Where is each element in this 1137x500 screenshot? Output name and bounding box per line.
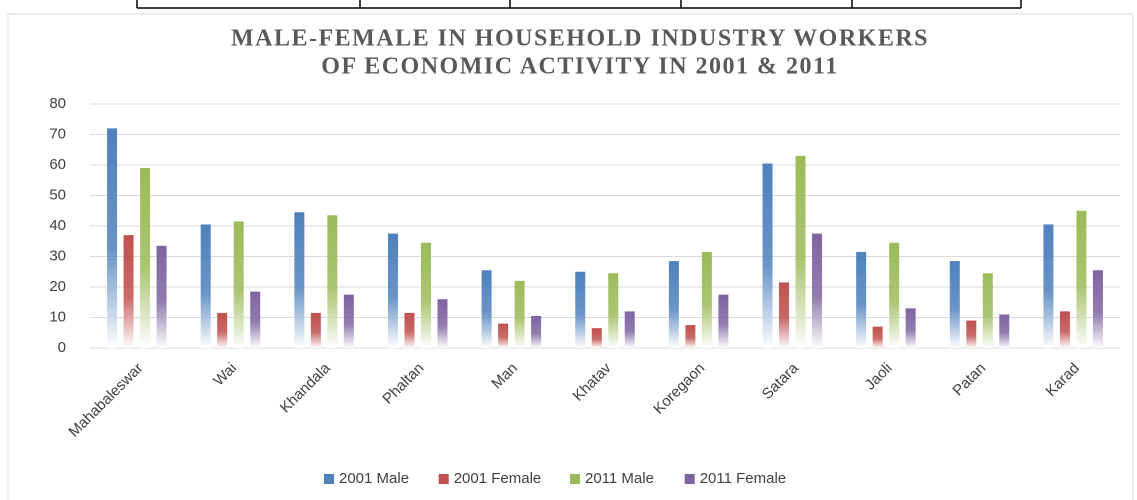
legend-label: 2001 Male [339, 470, 409, 487]
legend-swatch [684, 474, 695, 484]
legend-swatch [324, 474, 334, 484]
bar [608, 273, 619, 348]
bar [327, 215, 338, 348]
bar [1076, 210, 1087, 348]
x-tick-label: Khandala [277, 359, 334, 416]
bar [107, 128, 118, 348]
y-tick-label: 20 [49, 278, 66, 295]
y-tick-label: 40 [49, 217, 66, 234]
bar [481, 270, 492, 348]
bar [233, 221, 244, 348]
bar [779, 282, 790, 348]
y-tick-label: 30 [49, 247, 66, 264]
chart-title: MALE-FEMALE IN HOUSEHOLD INDUSTRY WORKER… [231, 26, 929, 52]
legend-swatch [438, 474, 449, 484]
chart-title: OF ECONOMIC ACTIVITY IN 2001 & 2011 [321, 54, 838, 80]
bar [668, 261, 679, 348]
bar [591, 328, 602, 348]
x-tick-label: Jaoli [862, 360, 896, 394]
chart-frame [7, 13, 1134, 500]
bar [156, 245, 167, 348]
bar [982, 273, 993, 348]
bar [966, 320, 977, 348]
x-tick-label: Koregaon [650, 360, 708, 418]
bar [294, 212, 305, 348]
x-tick-label: Patan [949, 360, 989, 400]
bar [404, 312, 415, 348]
bar [310, 312, 321, 348]
bar [1059, 311, 1070, 348]
legend-label: 2011 Male [585, 470, 654, 487]
bar [250, 291, 261, 348]
bar [531, 315, 542, 348]
x-tick-label: Mahabaleswar [65, 360, 146, 441]
x-tick-label: Karad [1042, 360, 1082, 400]
bar [1043, 224, 1054, 348]
x-tick-label: Satara [759, 359, 803, 403]
bar [437, 299, 448, 348]
bar [872, 326, 883, 348]
bar [812, 233, 823, 348]
bar [575, 271, 586, 348]
x-tick-label: Khatav [570, 359, 615, 404]
bar [762, 163, 773, 348]
bar [624, 311, 635, 348]
x-tick-label: Phaltan [379, 360, 427, 408]
bar [795, 155, 806, 348]
x-tick-label: Wai [210, 360, 240, 390]
y-tick-label: 50 [49, 186, 66, 203]
bar [343, 294, 354, 348]
bar [701, 251, 712, 348]
y-tick-label: 10 [49, 308, 66, 325]
x-tick-label: Man [488, 360, 521, 393]
bar [140, 168, 151, 348]
table-fragment [136, 0, 1022, 9]
bar [1092, 270, 1103, 348]
bar [217, 312, 228, 348]
bar [949, 261, 960, 348]
y-tick-label: 80 [49, 95, 66, 112]
bar [387, 233, 398, 348]
bar [856, 251, 867, 348]
y-tick-label: 70 [49, 125, 66, 142]
y-tick-label: 0 [58, 339, 66, 356]
bar [514, 280, 525, 348]
legend-label: 2011 Female [700, 470, 786, 487]
y-tick-label: 60 [49, 156, 66, 173]
bar [999, 314, 1010, 348]
legend-label: 2001 Female [454, 470, 542, 487]
bar [420, 242, 431, 348]
legend-swatch [570, 474, 580, 484]
bar [123, 235, 134, 348]
bar [889, 242, 900, 348]
bar [498, 323, 509, 348]
bar [685, 325, 696, 348]
bar [905, 308, 916, 348]
bar [200, 224, 211, 348]
bar [718, 294, 729, 348]
